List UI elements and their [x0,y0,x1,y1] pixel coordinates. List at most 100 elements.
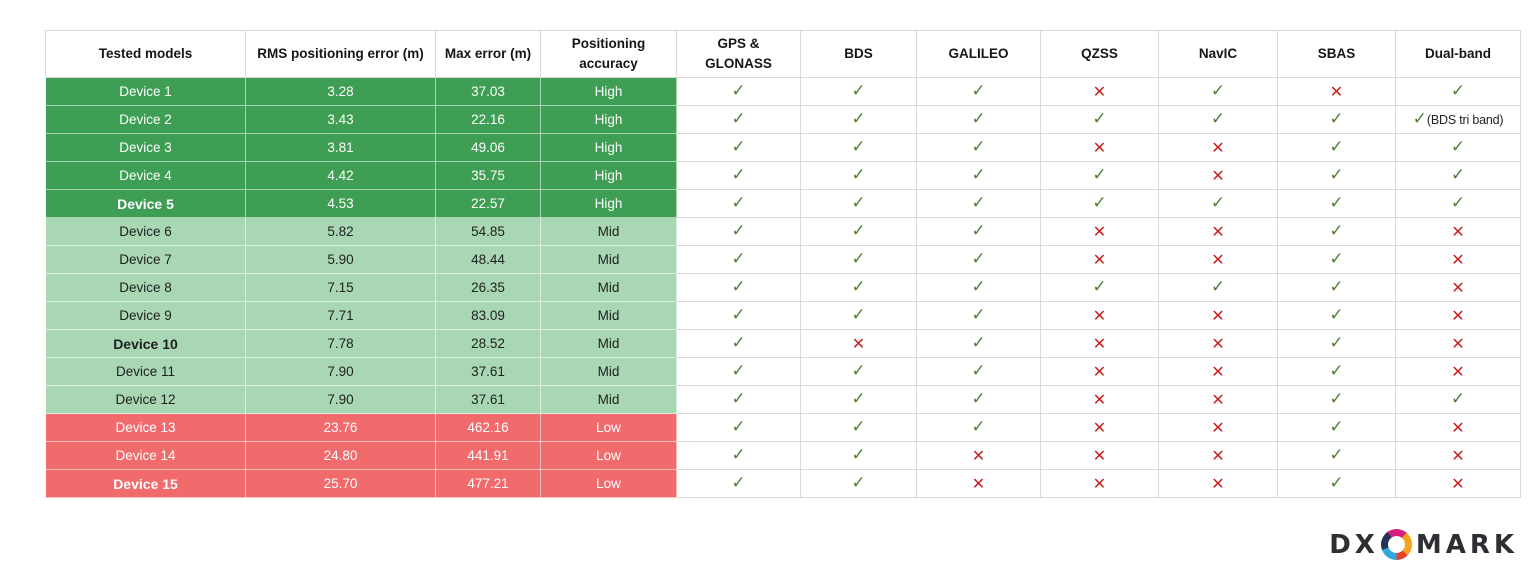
device-name-cell: Device 2 [45,105,246,134]
max-error-cell: 26.35 [435,273,541,302]
check-icon: ✓ [1210,193,1226,213]
device-name-cell: Device 7 [45,245,246,274]
cross-icon: ✕ [1092,334,1107,353]
table-row: Device 1 3.28 37.03 High ✓ ✓ ✓ ✕ ✓ ✕ ✓ [45,77,1521,106]
sbas-cell: ✓ [1277,301,1396,330]
dual-band-cell: ✓ [1395,133,1521,162]
column-header-dual-band: Dual-band [1395,30,1521,78]
cross-icon: ✕ [1451,278,1465,297]
cross-icon: ✕ [1451,362,1465,381]
dual-band-cell: ✕ [1395,217,1521,246]
gps-glonass-cell: ✓ [676,133,801,162]
rms-error-cell: 3.28 [245,77,436,106]
dual-band-cell: ✓ [1395,77,1521,106]
column-header-tested-models: Tested models [45,30,246,78]
cross-icon: ✕ [1092,222,1107,241]
check-icon: ✓ [971,277,986,297]
cross-icon: ✕ [1092,362,1107,381]
dxomark-logo-suffix: MARK [1415,529,1518,560]
check-icon: ✓ [851,109,866,129]
cross-icon: ✕ [1211,334,1225,353]
max-error-cell: 37.61 [435,385,541,414]
sbas-cell: ✓ [1277,105,1396,134]
table-row: Device 7 5.90 48.44 Mid ✓ ✓ ✓ ✕ ✕ ✓ ✕ [45,245,1521,274]
check-icon: ✓ [1092,109,1107,129]
navic-cell: ✕ [1158,385,1278,414]
device-name-cell: Device 13 [45,413,246,442]
accuracy-cell: Mid [540,329,677,358]
dual-band-cell: ✓ [1395,189,1521,218]
rms-error-cell: 4.42 [245,161,436,190]
sbas-cell: ✓ [1277,217,1396,246]
dual-band-cell: ✕ [1395,413,1521,442]
check-icon: ✓ [971,417,986,437]
check-icon: ✓ [851,249,866,269]
check-icon: ✓ [851,81,866,101]
table-row: Device 9 7.71 83.09 Mid ✓ ✓ ✓ ✕ ✕ ✓ ✕ [45,301,1521,330]
qzss-cell: ✕ [1040,469,1159,498]
bds-cell: ✓ [800,441,917,470]
max-error-cell: 462.16 [435,413,541,442]
max-error-cell: 441.91 [435,441,541,470]
cross-icon: ✕ [1211,138,1225,157]
check-icon: ✓ [851,277,866,297]
galileo-cell: ✓ [916,105,1041,134]
dual-band-cell: ✕ [1395,441,1521,470]
accuracy-cell: High [540,133,677,162]
cross-icon: ✕ [1451,474,1465,493]
cross-icon: ✕ [1092,474,1107,493]
column-header-rms-error: RMS positioning error (m) [245,30,436,78]
gps-glonass-cell: ✓ [676,273,801,302]
check-icon: ✓ [1450,137,1466,157]
accuracy-cell: Mid [540,385,677,414]
cross-icon: ✕ [1211,306,1225,325]
galileo-cell: ✓ [916,161,1041,190]
check-icon: ✓ [971,81,986,101]
check-icon: ✓ [1329,389,1344,409]
accuracy-cell: High [540,77,677,106]
qzss-cell: ✓ [1040,161,1159,190]
sbas-cell: ✓ [1277,329,1396,358]
dual-band-cell: ✕ [1395,329,1521,358]
rms-error-cell: 7.71 [245,301,436,330]
accuracy-cell: High [540,105,677,134]
gps-glonass-cell: ✓ [676,357,801,386]
bds-cell: ✓ [800,469,917,498]
check-icon: ✓ [851,137,866,157]
qzss-cell: ✓ [1040,273,1159,302]
accuracy-cell: Mid [540,357,677,386]
sbas-cell: ✓ [1277,469,1396,498]
galileo-cell: ✕ [916,441,1041,470]
accuracy-cell: Mid [540,217,677,246]
check-icon: ✓ [731,193,746,213]
dxomark-o-icon [1378,526,1415,563]
sbas-cell: ✓ [1277,413,1396,442]
cross-icon: ✕ [1211,362,1225,381]
bds-cell: ✓ [800,105,917,134]
check-icon: ✓ [1329,249,1344,269]
qzss-cell: ✕ [1040,301,1159,330]
check-icon: ✓ [971,137,986,157]
cross-icon: ✕ [1329,82,1344,101]
cross-icon: ✕ [1211,474,1225,493]
galileo-cell: ✓ [916,413,1041,442]
gps-glonass-cell: ✓ [676,385,801,414]
navic-cell: ✕ [1158,133,1278,162]
dual-band-cell: ✕ [1395,301,1521,330]
qzss-cell: ✓ [1040,189,1159,218]
cross-icon: ✕ [1211,390,1225,409]
device-name-cell: Device 15 [45,469,246,498]
check-icon: ✓ [971,193,986,213]
galileo-cell: ✓ [916,133,1041,162]
qzss-cell: ✕ [1040,77,1159,106]
galileo-cell: ✕ [916,469,1041,498]
accuracy-cell: Mid [540,273,677,302]
bds-cell: ✓ [800,385,917,414]
navic-cell: ✕ [1158,161,1278,190]
table-row: Device 2 3.43 22.16 High ✓ ✓ ✓ ✓ ✓ ✓ ✓(B… [45,105,1521,134]
galileo-cell: ✓ [916,77,1041,106]
column-header-positioning-accuracy: Positioning accuracy [540,30,677,78]
check-icon: ✓ [1092,277,1107,297]
sbas-cell: ✓ [1277,189,1396,218]
cross-icon: ✕ [1092,138,1107,157]
